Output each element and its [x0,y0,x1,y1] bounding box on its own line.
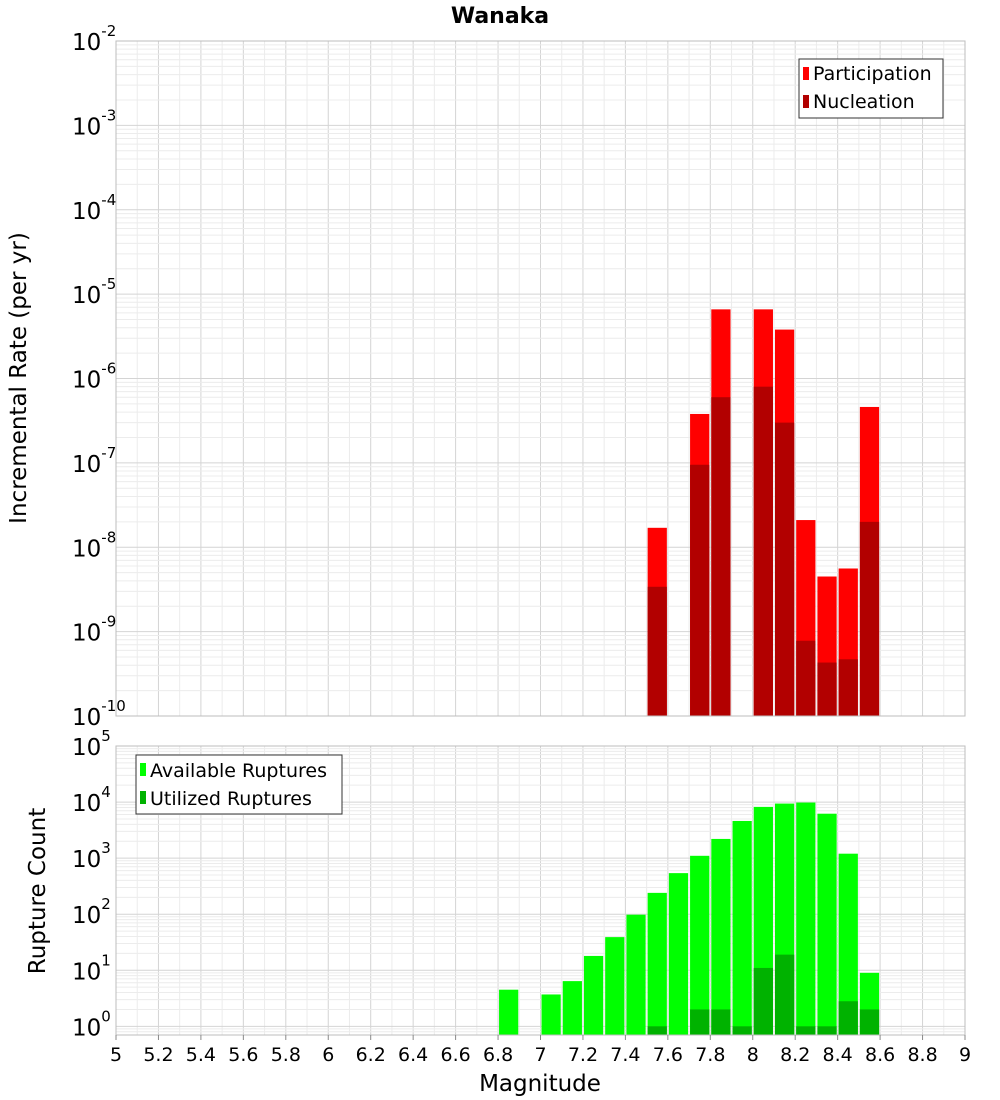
count-legend-swatch-available [140,763,146,776]
x-tick-label: 7.6 [653,1044,683,1066]
x-tick-label: 5.4 [186,1044,216,1066]
count-y-tick-label: 101 [72,951,111,985]
rate-plot-legend: Participation Nucleation [798,58,944,119]
rate-y-tick-label: 10-10 [72,697,126,731]
x-tick-label: 5.6 [228,1044,258,1066]
x-tick-label: 8.4 [823,1044,853,1066]
count-plot-bars [499,802,880,1035]
x-tick-label: 7.4 [610,1044,640,1066]
x-tick-label: 6.4 [398,1044,428,1066]
x-tick-label: 6.6 [440,1044,470,1066]
count-bar-utilized [774,954,795,1035]
x-tick-label: 9 [959,1044,971,1066]
count-bar-utilized [838,1001,858,1035]
rate-bar-nucleation [753,386,773,716]
count-y-tick-label: 102 [72,895,111,929]
rate-y-tick-label: 10-2 [72,22,116,56]
x-tick-label: 7.2 [568,1044,598,1066]
count-bar-available [690,855,710,1035]
x-tick-label: 6 [322,1044,334,1066]
rate-y-tick-label: 10-3 [72,106,116,140]
rate-y-tick-label: 10-5 [72,275,116,309]
count-legend-swatch-utilized [140,791,146,804]
count-bar-utilized [711,1009,731,1035]
count-y-tick-label: 100 [72,1007,111,1041]
count-bar-available [668,873,689,1035]
rate-y-tick-label: 10-4 [72,191,116,225]
rate-legend-swatch-nucleation [803,95,809,108]
x-tick-label: 8.8 [907,1044,937,1066]
count-legend-box [135,754,343,815]
count-y-tick-label: 105 [72,727,111,761]
rate-plot: 10-10 10-9 10-8 10-7 10-6 10-5 10-4 10-3 10-2 In… [6,22,966,731]
rate-bar-nucleation [647,586,667,716]
count-bar-available [732,820,752,1035]
rate-plot-y-ticks: 10-10 10-9 10-8 10-7 10-6 10-5 10-4 10-3 10-2 [72,22,126,731]
rate-bar-nucleation [774,422,795,716]
rate-bar-nucleation [711,397,731,716]
count-bar-utilized [796,1026,816,1035]
rate-legend-label-nucleation: Nucleation [813,91,915,113]
rate-plot-y-axis-title: Incremental Rate (per yr) [6,232,32,524]
x-tick-label: 6.8 [483,1044,513,1066]
count-bar-available [541,994,561,1035]
count-bar-available [817,813,837,1035]
count-plot: 100 101 102 103 104 105 5 5.2 5.4 5.6 5.8 6 6.2 6.4 6… [25,727,971,1097]
count-bar-utilized [859,1009,880,1035]
x-tick-label: 7 [534,1044,546,1066]
count-plot-y-axis-title: Rupture Count [25,808,51,974]
count-bar-available [583,955,604,1035]
x-tick-label: 6.2 [356,1044,386,1066]
count-bar-utilized [732,1026,752,1035]
count-plot-legend: Available Ruptures Utilized Ruptures [135,754,343,815]
x-tick-label: 7.8 [695,1044,725,1066]
count-bar-utilized [753,967,773,1035]
x-tick-label: 8.2 [780,1044,810,1066]
count-bar-available [796,802,816,1035]
rate-bar-nucleation [690,464,710,716]
count-plot-y-ticks: 100 101 102 103 104 105 [72,727,111,1041]
x-tick-label: 8.6 [865,1044,895,1066]
count-legend-label-available: Available Ruptures [150,760,327,782]
count-bar-available [626,914,646,1035]
x-tick-label: 5.8 [271,1044,301,1066]
rate-y-tick-label: 10-7 [72,444,116,478]
rate-legend-box [798,58,944,119]
rate-y-tick-label: 10-8 [72,528,116,562]
count-bar-available [605,937,625,1035]
rate-plot-frame [115,40,966,717]
rate-bar-nucleation [796,640,816,716]
rate-y-tick-label: 10-9 [72,613,116,647]
count-bar-available [711,838,731,1035]
x-axis-title: Magnitude [479,1071,601,1097]
rate-plot-grid [115,40,966,717]
count-plot-x-ticks: 5 5.2 5.4 5.6 5.8 6 6.2 6.4 6.6 6.8 7 7.2 7.4 7.6 7.8 8… [110,1035,971,1066]
count-y-tick-label: 104 [72,783,111,817]
count-legend-label-utilized: Utilized Ruptures [150,788,312,810]
rate-plot-bars [647,309,880,716]
x-tick-label: 5.2 [143,1044,173,1066]
count-bar-utilized [647,1026,667,1035]
rate-bar-nucleation [817,662,837,716]
rate-y-tick-label: 10-6 [72,360,116,394]
count-bar-available [838,853,858,1035]
chart-title: Wanaka [451,4,549,29]
count-bar-available [562,981,582,1035]
rate-legend-swatch-participation [803,67,809,80]
rate-bar-nucleation [838,659,858,716]
x-tick-label: 8 [747,1044,759,1066]
rate-bar-nucleation [859,521,880,716]
x-tick-label: 5 [110,1044,122,1066]
count-bar-utilized [817,1026,837,1035]
count-bar-available [499,989,519,1035]
count-bar-utilized [690,1009,710,1035]
rate-legend-label-participation: Participation [813,63,932,85]
count-bar-available [647,892,667,1035]
count-y-tick-label: 103 [72,839,111,873]
